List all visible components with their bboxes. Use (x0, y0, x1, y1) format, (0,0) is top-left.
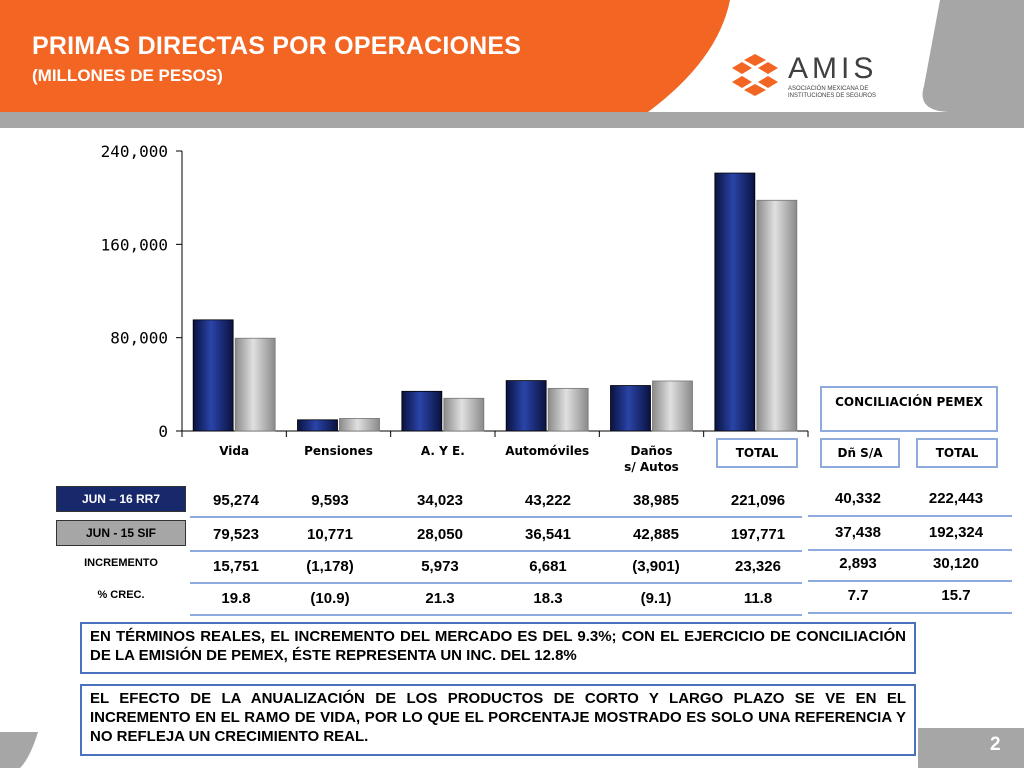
footer-right-band (918, 728, 1024, 768)
y-tick-label: 160,000 (101, 235, 168, 254)
table-cell: 42,885 (633, 526, 679, 543)
bar-series-2 (547, 387, 589, 432)
pemex-title: CONCILIACIÓN PEMEX (835, 395, 983, 409)
header-shapes (0, 0, 1024, 112)
table-cell: 23,326 (735, 558, 781, 575)
table-cell: 10,771 (307, 526, 353, 543)
table-cell: 18.3 (533, 590, 563, 607)
table-cell: 9,593 (311, 492, 349, 509)
table-cell: (3,901) (632, 558, 680, 575)
row-label: JUN - 15 SIF (56, 520, 186, 546)
pemex-title-box: CONCILIACIÓN PEMEX (820, 386, 998, 432)
row-label: INCREMENTO (84, 557, 158, 569)
pemex-cell: 2,893 (839, 555, 877, 572)
pemex-cell: 40,332 (835, 490, 881, 507)
pemex-row-divider (808, 580, 1012, 582)
table-cell: 6,681 (529, 558, 567, 575)
pemex-cell: 30,120 (933, 555, 979, 572)
x-category-label: s/ Autos (624, 460, 679, 474)
total-label-box: TOTAL (716, 438, 798, 468)
pemex-row-divider (808, 549, 1012, 551)
pemex-cell: 7.7 (847, 587, 869, 604)
bar-series-2 (234, 337, 276, 432)
y-tick-label: 240,000 (101, 142, 168, 161)
bar-series-1 (714, 172, 756, 432)
pemex-col2-box: TOTAL (916, 438, 998, 468)
pemex-cell: 15.7 (941, 587, 971, 604)
table-cell: 221,096 (730, 492, 786, 509)
x-category-label: Vida (219, 444, 249, 458)
table-cell: 5,973 (421, 558, 459, 575)
table-cell: 19.8 (221, 590, 251, 607)
bar-series-2 (652, 380, 693, 432)
header-gray-band (0, 112, 1024, 128)
logo-subtitle: ASOCIACIÓN MEXICANA DE INSTITUCIONES DE … (788, 86, 877, 99)
orange-banner (0, 0, 730, 112)
x-category-label: A. Y E. (421, 444, 465, 458)
footer-shapes (0, 728, 1024, 768)
y-tick-label: 0 (158, 422, 168, 441)
amis-logo: AMIS ASOCIACIÓN MEXICANA DE INSTITUCIONE… (730, 52, 880, 102)
y-tick-label: 80,000 (110, 329, 168, 348)
x-category-label: Daños (631, 444, 673, 458)
pemex-cell: 192,324 (928, 524, 984, 541)
table-cell: 43,222 (525, 492, 571, 509)
amis-logo-icon (732, 54, 778, 96)
table-cell: 38,985 (633, 492, 679, 509)
row-divider (190, 614, 802, 616)
bar-series-1 (297, 419, 338, 432)
note-box-2: EL EFECTO DE LA ANUALIZACIÓN DE LOS PROD… (80, 684, 916, 756)
pemex-cell: 37,438 (835, 524, 881, 541)
bar-series-2 (443, 397, 485, 432)
note-text-2: EL EFECTO DE LA ANUALIZACIÓN DE LOS PROD… (90, 690, 906, 745)
table-cell: 15,751 (213, 558, 259, 575)
bar-series-2 (339, 418, 380, 432)
row-divider (190, 550, 802, 552)
gray-corner-top (922, 0, 1024, 112)
bar-chart: 0 80,000 160,000 240,000 Vida Pensiones A. Y E… (101, 142, 809, 474)
note-box-1: EN TÉRMINOS REALES, EL INCREMENTO DEL ME… (80, 622, 916, 674)
table-cell: 21.3 (425, 590, 455, 607)
table-cell: 79,523 (213, 526, 259, 543)
pemex-col1-box: Dñ S/A (820, 438, 900, 468)
pemex-row-divider (808, 612, 1012, 614)
page-title: PRIMAS DIRECTAS POR OPERACIONES (32, 32, 522, 60)
table-cell: 28,050 (417, 526, 463, 543)
page-number: 2 (990, 734, 1001, 755)
footer-left-shape (0, 732, 38, 768)
table-cell: 197,771 (730, 526, 786, 543)
note-text-1: EN TÉRMINOS REALES, EL INCREMENTO DEL ME… (90, 628, 906, 664)
bar-series-1 (505, 380, 547, 432)
row-divider (190, 582, 802, 584)
table-cell: (1,178) (306, 558, 354, 575)
bar-series-1 (401, 390, 443, 432)
x-category-label: Automóviles (505, 444, 589, 458)
pemex-cell: 222,443 (928, 490, 984, 507)
logo-name: AMIS (788, 52, 878, 85)
bar-series-2 (756, 199, 798, 432)
table-cell: 11.8 (743, 590, 773, 607)
table-cell: (9.1) (640, 590, 672, 607)
page-subtitle: (MILLONES DE PESOS) (32, 66, 223, 85)
table-cell: 34,023 (417, 492, 463, 509)
bar-series-1 (610, 385, 651, 432)
bar-series-1 (192, 319, 234, 432)
pemex-row-divider (808, 515, 1012, 517)
table-cell: 95,274 (213, 492, 259, 509)
row-divider (190, 516, 802, 518)
row-label: JUN – 16 RR7 (56, 486, 186, 512)
table-cell: (10.9) (310, 590, 350, 607)
row-label: % CREC. (97, 589, 145, 601)
table-cell: 36,541 (525, 526, 571, 543)
x-category-label: Pensiones (304, 444, 373, 458)
